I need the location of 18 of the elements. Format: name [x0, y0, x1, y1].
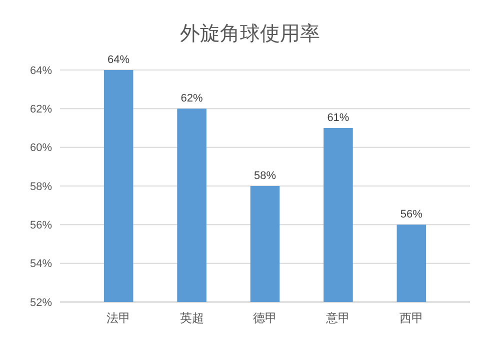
chart-title: 外旋角球使用率	[180, 23, 320, 45]
x-tick-label: 英超	[180, 311, 204, 325]
y-tick-label: 60%	[30, 142, 52, 154]
x-tick-label: 意甲	[325, 311, 350, 325]
y-tick-label: 58%	[30, 180, 52, 193]
data-label: 56%	[400, 208, 423, 221]
y-tick-label: 52%	[30, 296, 52, 309]
x-tick-label: 法甲	[106, 311, 131, 325]
y-tick-label: 62%	[30, 104, 52, 116]
data-label: 61%	[327, 112, 350, 124]
data-label: 58%	[254, 170, 276, 182]
data-label: 64%	[108, 54, 130, 66]
data-label: 62%	[180, 92, 204, 105]
x-tick-label: 德甲	[253, 311, 277, 325]
x-tick-label: 西甲	[399, 311, 424, 325]
y-tick-label: 56%	[30, 220, 52, 232]
y-tick-label: 54%	[30, 258, 52, 270]
y-tick-label: 64%	[30, 64, 52, 77]
